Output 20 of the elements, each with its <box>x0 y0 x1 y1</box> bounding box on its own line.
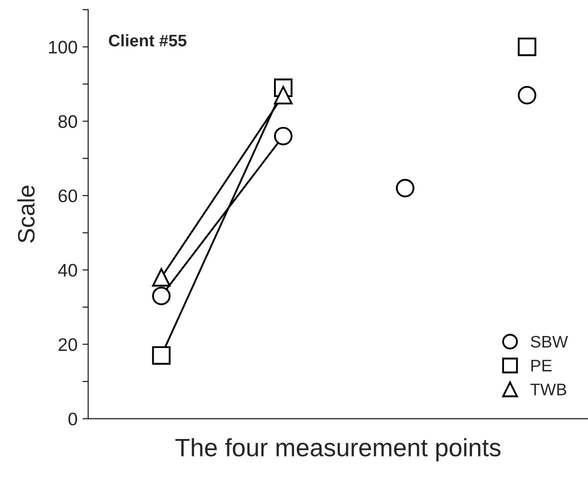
x-axis-title: The four measurement points <box>175 438 500 462</box>
point <box>396 178 414 198</box>
y-tick-label: 60 <box>58 190 78 202</box>
legend-label: PE <box>531 360 552 372</box>
y-tick-label: 40 <box>58 264 78 277</box>
annotation: Client #55 <box>108 34 186 46</box>
point <box>518 86 536 104</box>
point <box>152 286 171 306</box>
point <box>518 38 536 56</box>
point <box>274 126 292 146</box>
legend-label: TWB <box>530 384 566 396</box>
y-tick-label: 80 <box>58 115 78 128</box>
y-axis-title: Scale <box>17 186 35 243</box>
y-tick-label: 100 <box>49 40 78 54</box>
point <box>152 268 171 287</box>
y-tick-label: 0 <box>68 412 78 426</box>
point <box>274 86 292 104</box>
y-tick-label: 20 <box>58 338 78 352</box>
point <box>152 346 171 365</box>
legend-label: SBW <box>530 336 568 348</box>
